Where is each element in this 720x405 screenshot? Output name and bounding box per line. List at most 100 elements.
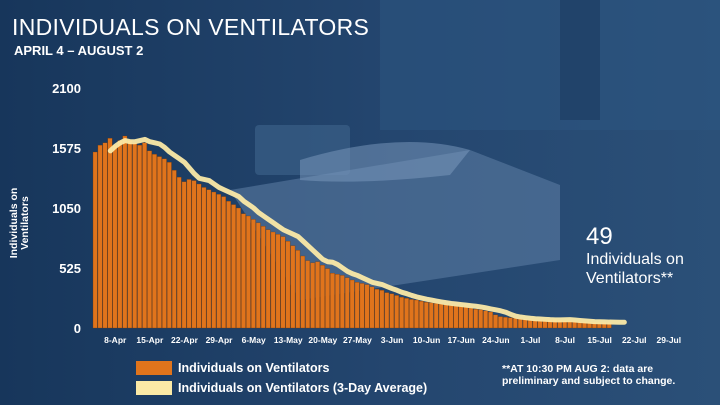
x-tick-label: 24-Jun xyxy=(482,335,509,345)
bar xyxy=(196,183,202,329)
legend-label-bars: Individuals on Ventilators xyxy=(178,361,330,375)
bar xyxy=(270,231,276,329)
bar xyxy=(231,204,236,329)
x-tick-label: 1-Jul xyxy=(521,335,541,345)
bar xyxy=(122,135,128,329)
bar xyxy=(315,261,320,329)
bar xyxy=(171,170,177,329)
legend-item-bars: Individuals on Ventilators xyxy=(136,359,427,377)
x-tick-label: 22-Apr xyxy=(171,335,199,345)
bar xyxy=(384,292,390,329)
bar xyxy=(320,264,325,329)
bar xyxy=(424,302,429,329)
bar xyxy=(354,282,360,329)
bar xyxy=(92,151,98,329)
bar xyxy=(443,304,449,329)
x-tick-label: 22-Jul xyxy=(622,335,647,345)
bar xyxy=(305,260,311,329)
x-tick-label: 27-May xyxy=(343,335,372,345)
bar xyxy=(503,316,508,329)
x-tick-label: 8-Jul xyxy=(555,335,575,345)
bar xyxy=(236,207,241,329)
data-footnote: **AT 10:30 PM AUG 2: data are preliminar… xyxy=(502,363,676,387)
bar xyxy=(162,158,167,329)
x-tick-label: 8-Apr xyxy=(104,335,127,345)
bar xyxy=(127,140,133,329)
bar xyxy=(389,293,395,329)
bar xyxy=(246,215,251,329)
bar xyxy=(147,150,152,329)
bar xyxy=(221,196,226,329)
bar xyxy=(107,138,113,329)
bar xyxy=(310,262,315,329)
bar xyxy=(409,299,414,329)
bar xyxy=(478,309,484,329)
x-tick-label: 15-Apr xyxy=(136,335,164,345)
bar xyxy=(137,144,142,329)
bar xyxy=(399,296,404,329)
bar xyxy=(344,277,350,329)
bar xyxy=(404,298,409,329)
bar xyxy=(166,162,172,329)
bar xyxy=(359,283,365,329)
bar xyxy=(191,180,197,329)
bar xyxy=(201,187,207,329)
x-tick-label: 3-Jun xyxy=(381,335,404,345)
chart-legend: Individuals on Ventilators Individuals o… xyxy=(136,359,427,399)
bar xyxy=(369,286,375,329)
bar xyxy=(280,236,286,329)
bar xyxy=(488,311,493,329)
bar xyxy=(428,302,434,329)
legend-label-line: Individuals on Ventilators (3-Day Averag… xyxy=(178,381,428,395)
bar xyxy=(97,144,103,329)
legend-item-line: Individuals on Ventilators (3-Day Averag… xyxy=(136,379,427,397)
bar xyxy=(325,268,330,329)
chart-subtitle: APRIL 4 – AUGUST 2 xyxy=(14,43,144,58)
bar xyxy=(468,307,474,329)
bar xyxy=(260,226,266,329)
bar xyxy=(374,288,380,329)
average-line xyxy=(107,136,627,325)
bar xyxy=(517,318,523,329)
bar xyxy=(463,306,469,329)
bar xyxy=(512,318,518,329)
bar xyxy=(176,176,182,329)
bar xyxy=(142,142,147,329)
bar xyxy=(181,181,187,329)
bar xyxy=(112,144,118,329)
bar xyxy=(508,317,513,329)
y-tick-label: 2100 xyxy=(52,81,81,96)
legend-swatch-bars xyxy=(136,361,172,375)
bar xyxy=(498,316,503,329)
bar xyxy=(414,299,419,329)
x-tick-label: 10-Jun xyxy=(413,335,440,345)
bar xyxy=(295,250,301,329)
bar xyxy=(339,275,345,329)
bar xyxy=(473,308,479,329)
y-tick-label: 0 xyxy=(74,321,81,336)
bar xyxy=(226,200,231,329)
bar xyxy=(211,191,217,329)
current-count-label: Individuals on Ventilators** xyxy=(586,251,684,287)
x-tick-label: 17-Jun xyxy=(448,335,475,345)
y-tick-label: 525 xyxy=(59,261,81,276)
bar xyxy=(493,314,498,329)
bar xyxy=(419,300,424,329)
current-count-callout: 49 Individuals on Ventilators** xyxy=(586,224,716,288)
x-tick-label: 6-May xyxy=(242,335,266,345)
bar xyxy=(152,154,157,329)
y-tick-label: 1575 xyxy=(52,141,81,156)
current-count-value: 49 xyxy=(586,223,613,250)
x-tick-label: 15-Jul xyxy=(587,335,612,345)
x-tick-label: 20-May xyxy=(308,335,337,345)
bar xyxy=(394,295,400,329)
bar xyxy=(300,255,306,329)
bar xyxy=(241,213,246,329)
x-tick-label: 29-Apr xyxy=(206,335,234,345)
bar xyxy=(275,234,281,329)
bar xyxy=(335,274,340,329)
bar xyxy=(255,222,261,329)
legend-swatch-line xyxy=(136,381,172,395)
bar xyxy=(132,142,138,329)
